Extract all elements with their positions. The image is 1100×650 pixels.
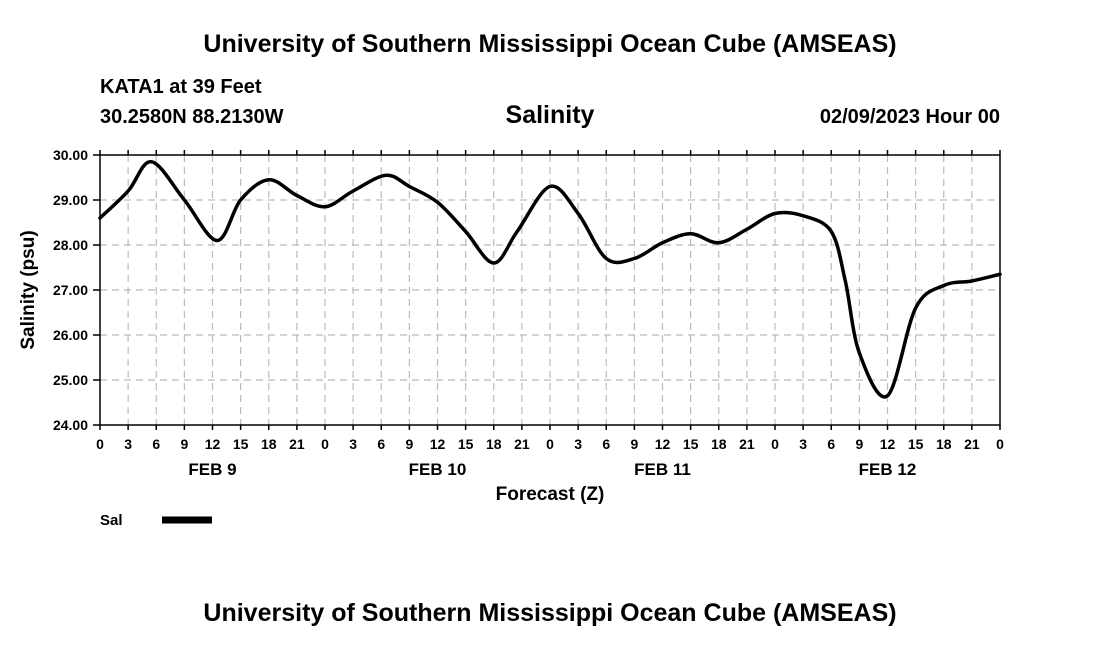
footer-title: University of Southern Mississippi Ocean… — [203, 599, 897, 627]
x-tick-label: 0 — [996, 436, 1004, 452]
x-tick-label: 12 — [655, 436, 671, 452]
x-tick-label: 15 — [683, 436, 699, 452]
x-tick-label: 9 — [630, 436, 638, 452]
x-tick-label: 15 — [233, 436, 249, 452]
legend: Sal — [100, 512, 212, 529]
x-tick-label: 9 — [855, 436, 863, 452]
x-tick-label: 6 — [602, 436, 610, 452]
x-tick-label: 0 — [96, 436, 104, 452]
x-tick-label: 15 — [458, 436, 474, 452]
y-tick-label: 26.00 — [53, 327, 88, 343]
x-tick-label: 12 — [880, 436, 896, 452]
x-tick-label: 18 — [936, 436, 952, 452]
x-axis: 0 3 6 9 12 15 18 21 0 3 6 9 12 15 18 21 0 3 6 9 12 15 18 21 0 3 6 9… — [96, 150, 1004, 452]
x-tick-label: 0 — [321, 436, 329, 452]
day-label: FEB 9 — [188, 460, 236, 479]
y-tick-label: 28.00 — [53, 237, 88, 253]
x-tick-label: 21 — [964, 436, 980, 452]
x-tick-label: 21 — [514, 436, 530, 452]
x-axis-label: Forecast (Z) — [496, 484, 605, 505]
salinity-series-line — [98, 160, 1002, 399]
x-tick-label: 9 — [405, 436, 413, 452]
x-tick-label: 18 — [711, 436, 727, 452]
y-tick-label: 24.00 — [53, 417, 88, 433]
y-axis-label: Salinity (psu) — [18, 230, 39, 349]
x-tick-label: 21 — [289, 436, 305, 452]
x-tick-label: 15 — [908, 436, 924, 452]
x-tick-label: 0 — [546, 436, 554, 452]
x-tick-label: 9 — [180, 436, 188, 452]
x-tick-label: 3 — [574, 436, 582, 452]
x-tick-label: 18 — [486, 436, 502, 452]
grid — [100, 154, 1000, 425]
y-tick-label: 30.00 — [53, 147, 88, 163]
x-tick-label: 3 — [349, 436, 357, 452]
y-tick-label: 27.00 — [53, 282, 88, 298]
chart-heading: Salinity — [505, 101, 595, 129]
y-tick-label: 29.00 — [53, 192, 88, 208]
x-tick-label: 12 — [205, 436, 221, 452]
x-tick-label: 18 — [261, 436, 277, 452]
x-tick-label: 6 — [377, 436, 385, 452]
x-tick-label: 6 — [152, 436, 160, 452]
station-coordinates: 30.2580N 88.2130W — [100, 106, 284, 128]
x-tick-label: 21 — [739, 436, 755, 452]
day-labels: FEB 9 FEB 10 FEB 11 FEB 12 — [188, 460, 916, 479]
x-tick-label: 0 — [771, 436, 779, 452]
x-tick-label: 3 — [799, 436, 807, 452]
chart-title: University of Southern Mississippi Ocean… — [203, 30, 897, 58]
day-label: FEB 11 — [634, 460, 691, 479]
x-tick-label: 6 — [827, 436, 835, 452]
x-tick-label: 12 — [430, 436, 446, 452]
day-label: FEB 12 — [859, 460, 917, 479]
y-tick-label: 25.00 — [53, 372, 88, 388]
day-label: FEB 10 — [409, 460, 467, 479]
x-tick-label: 3 — [124, 436, 132, 452]
legend-label-sal: Sal — [100, 512, 123, 529]
y-axis: 24.00 25.00 26.00 27.00 28.00 29.00 30.00 — [53, 147, 100, 433]
station-name: KATA1 at 39 Feet — [100, 76, 262, 98]
run-time: 02/09/2023 Hour 00 — [819, 106, 1000, 128]
